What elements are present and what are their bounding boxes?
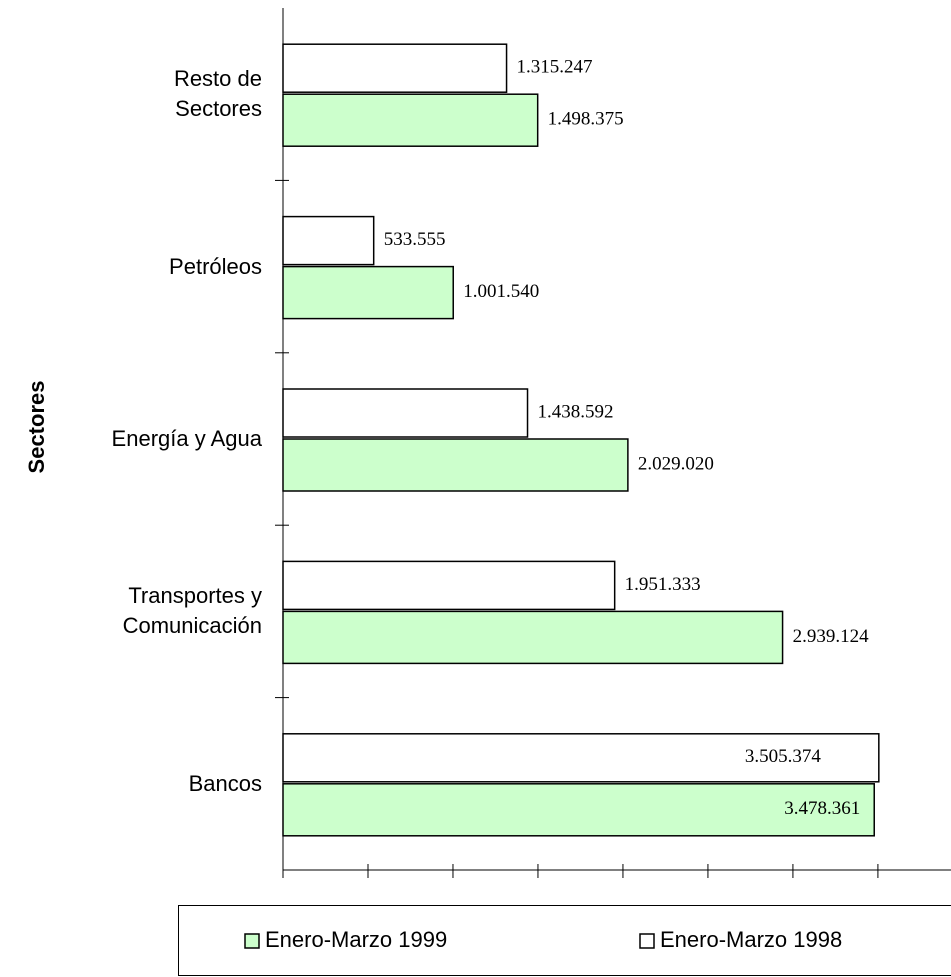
legend-label: Enero-Marzo 1998	[660, 927, 842, 952]
bar	[282, 733, 880, 783]
bar	[282, 265, 454, 320]
value-label: 3.505.374	[745, 746, 822, 767]
value-label: 1.498.375	[548, 109, 624, 130]
value-label: 2.939.124	[793, 626, 870, 647]
bar	[282, 43, 508, 93]
y-tick-label: Resto de Sectores	[173, 66, 262, 122]
y-tick-label: Energía y Agua	[111, 426, 262, 451]
legend-box	[178, 905, 951, 976]
value-label: 1.438.592	[538, 401, 614, 422]
bar	[282, 783, 875, 837]
legend-label: Enero-Marzo 1999	[265, 927, 447, 952]
bar	[282, 610, 784, 665]
bar	[282, 388, 529, 438]
value-label: 2.029.020	[638, 453, 714, 474]
value-label: 1.951.333	[625, 574, 701, 595]
value-label: 533.555	[384, 229, 446, 250]
y-tick-label: Petróleos	[169, 253, 262, 279]
bar	[282, 438, 629, 492]
legend-swatch	[244, 933, 260, 949]
legend-swatch	[639, 933, 655, 949]
y-tick-label: Bancos	[188, 770, 262, 796]
y-axis-label: Sectores	[24, 381, 49, 474]
bar	[282, 560, 616, 611]
y-tick-label: Transportes y Comunicación	[122, 583, 262, 639]
value-label: 1.001.540	[463, 281, 539, 302]
bar	[282, 215, 375, 266]
value-label: 1.315.247	[517, 57, 593, 78]
value-label: 3.478.361	[784, 798, 860, 819]
bar	[282, 93, 539, 147]
